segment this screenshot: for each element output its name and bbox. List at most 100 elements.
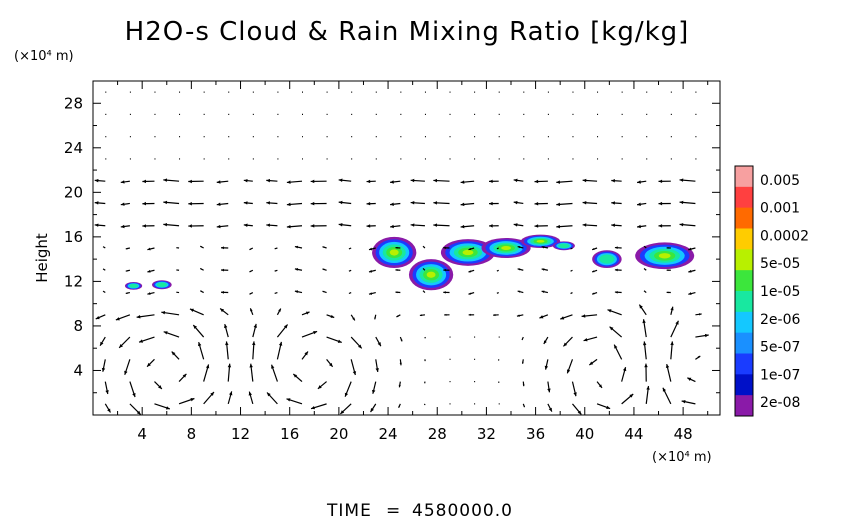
wind-arrowhead [658, 179, 663, 184]
wind-arrowhead [670, 341, 674, 346]
y-tick-label: 4 [73, 361, 83, 379]
x-tick-label: 4 [137, 425, 147, 443]
x-tick-label: 36 [526, 425, 545, 443]
wind-arrow [643, 268, 647, 271]
wind-arrow [643, 290, 647, 293]
wind-arrowhead [267, 392, 271, 397]
time-label: TIME [326, 501, 372, 519]
wind-arrowhead [94, 201, 99, 205]
wind-arrowhead [468, 292, 472, 295]
wind-arrow [570, 269, 573, 272]
wind-arrowhead [606, 405, 611, 410]
wind-arrowhead [523, 405, 525, 408]
wind-arrowhead [283, 324, 288, 329]
wind-arrowhead [100, 341, 104, 346]
wind-arrowhead [607, 309, 612, 313]
wind-arrowhead [522, 361, 524, 364]
x-tick-label: 48 [674, 425, 693, 443]
wind-arrowhead [468, 313, 471, 316]
x-tick-label: 8 [187, 425, 197, 443]
wind-arrowhead [370, 408, 374, 413]
wind-arrowhead [468, 270, 472, 273]
wind-arrow [274, 247, 278, 250]
wind-arrowhead [328, 362, 333, 367]
wind-arrowhead [395, 269, 398, 271]
wind-arrowhead [468, 247, 472, 251]
wind-arrowhead [322, 268, 325, 271]
wind-arrowhead [544, 365, 549, 370]
cloud-region [536, 239, 545, 243]
wind-arrow [348, 291, 352, 295]
wind-arrow [643, 245, 647, 249]
colorbar-swatch [735, 311, 753, 334]
wind-arrowhead [646, 386, 650, 390]
wind-arrowhead [188, 179, 192, 184]
wind-arrow [274, 269, 278, 272]
y-tick-label: 20 [64, 183, 83, 201]
wind-arrowhead [433, 201, 438, 205]
wind-arrowhead [125, 292, 128, 294]
wind-arrowhead [516, 314, 520, 317]
wind-arrowhead [534, 179, 539, 184]
wind-arrowhead [294, 245, 299, 249]
wind-arrowhead [193, 325, 197, 329]
wind-arrowhead [338, 223, 343, 227]
wind-vectors [94, 91, 709, 416]
colorbar-label: 2e-08 [760, 395, 800, 411]
wind-arrowhead [443, 246, 446, 250]
wind-arrowhead [205, 364, 210, 369]
wind-arrowhead [352, 317, 355, 321]
wind-arrowhead [313, 331, 318, 335]
wind-arrowhead [573, 392, 577, 397]
wind-arrowhead [147, 362, 151, 367]
wind-arrowhead [366, 179, 371, 184]
x-axis: 4 8 12 16 20 24 28 32 36 40 44 48 [117, 81, 709, 443]
colorbar-swatch [735, 186, 753, 209]
cloud-region [658, 253, 671, 259]
wind-arrowhead [410, 201, 415, 205]
wind-arrowhead [125, 247, 128, 250]
wind-arrowhead [338, 178, 343, 182]
wind-arrowhead [147, 247, 151, 251]
wind-arrowhead [317, 385, 322, 389]
wind-arrowhead [697, 355, 701, 359]
wind-arrowhead [582, 223, 587, 227]
wind-arrowhead [396, 315, 399, 317]
colorbar-label: 0.001 [760, 201, 800, 217]
wind-arrowhead [665, 364, 670, 368]
wind-arrowhead [338, 200, 343, 205]
wind-arrowhead [189, 308, 194, 312]
wind-arrowhead [107, 408, 111, 413]
wind-arrowhead [539, 315, 544, 319]
wind-arrowhead [622, 367, 627, 372]
wind-arrowhead [248, 391, 253, 396]
wind-arrowhead [139, 339, 144, 343]
colorbar-swatch [735, 353, 753, 375]
wind-arrowhead [125, 270, 128, 272]
wind-arrowhead [188, 201, 192, 206]
wind-arrowhead [433, 223, 438, 227]
wind-arrowhead [609, 326, 614, 331]
colorbar-label: 5e-07 [760, 340, 800, 356]
wind-arrowhead [679, 222, 684, 227]
wind-arrowhead [136, 410, 141, 415]
wind-arrowhead [243, 178, 248, 183]
cloud-region [462, 249, 474, 256]
wind-arrowhead [444, 313, 447, 316]
wind-arrowhead [136, 315, 141, 319]
wind-arrowhead [489, 201, 493, 206]
wind-arrow [102, 246, 106, 249]
wind-arrowhead [105, 390, 109, 395]
x-tick-label: 32 [477, 425, 496, 443]
wind-arrowhead [249, 292, 252, 295]
x-tick-label: 20 [329, 425, 348, 443]
wind-arrow [570, 247, 573, 250]
wind-arrowhead [171, 351, 176, 356]
wind-arrow [102, 268, 106, 271]
wind-arrowhead [611, 223, 615, 227]
wind-arrowhead [252, 341, 256, 346]
wind-arrow [496, 291, 499, 294]
wind-arrowhead [371, 389, 376, 394]
wind-arrow [348, 269, 352, 272]
x-tick-label: 28 [428, 425, 447, 443]
